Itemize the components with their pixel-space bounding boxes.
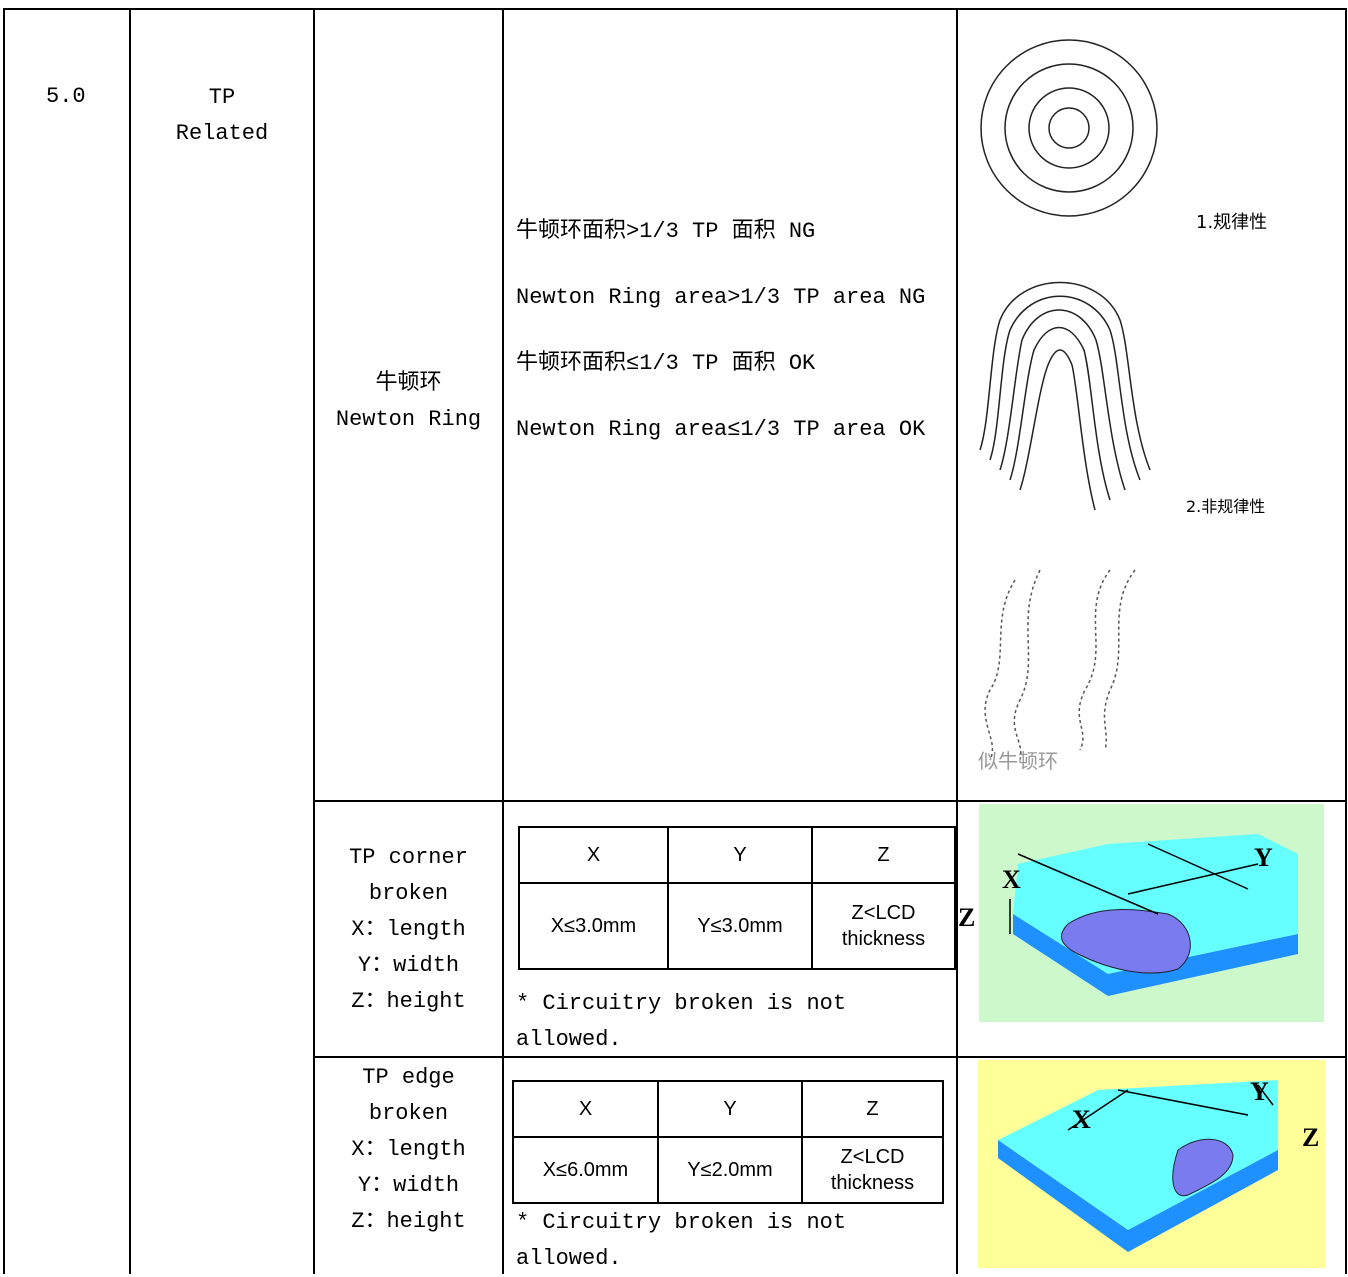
cell: Y≤3.0mm xyxy=(667,882,813,970)
cell: Y xyxy=(667,826,813,884)
rule xyxy=(502,8,504,1274)
figure-label: X xyxy=(1002,865,1021,894)
section-number: 5.0 xyxy=(46,84,86,109)
text: TP xyxy=(208,85,236,110)
rule xyxy=(3,8,1347,10)
figure-label: 2.非规律性 xyxy=(1186,497,1265,516)
text: Y：width xyxy=(357,953,460,978)
figure-label: Z xyxy=(958,903,975,932)
note: * Circuitry broken is not allowed. xyxy=(516,1210,847,1271)
rule xyxy=(1345,8,1347,1274)
rule xyxy=(956,8,958,1274)
rule xyxy=(129,8,131,1274)
rule xyxy=(313,1056,1347,1058)
figure-label: 似牛顿环 xyxy=(978,749,1058,773)
text: Z：height xyxy=(351,1209,466,1234)
text: Newton Ring xyxy=(335,407,482,432)
text: TP corner xyxy=(349,845,468,870)
figure: 1.规律性 2.非规律性 似牛顿环 xyxy=(978,39,1267,773)
text: Related xyxy=(175,121,269,146)
text: TP edge xyxy=(362,1065,455,1090)
rule xyxy=(313,800,1347,802)
rule xyxy=(313,8,315,1274)
figure-label: Y xyxy=(1250,1077,1269,1106)
text: 牛顿环面积>1/3 TP 面积 NG xyxy=(516,219,816,244)
text: broken xyxy=(368,1101,449,1126)
cell: Y xyxy=(657,1080,803,1138)
section-title: TP Related xyxy=(131,80,313,152)
cell: X≤6.0mm xyxy=(512,1136,659,1204)
criteria: 牛顿环面积>1/3 TP 面积 NG Newton Ring area>1/3 … xyxy=(516,214,936,478)
figure-label: Y xyxy=(1254,843,1273,872)
text: broken xyxy=(368,881,449,906)
item: TP corner broken X：length Y：width Z：heig… xyxy=(315,840,502,1020)
text: 牛顿环 xyxy=(375,371,442,396)
text: Newton Ring area≤1/3 TP area OK xyxy=(516,417,926,442)
cell: X≤3.0mm xyxy=(518,882,669,970)
text: Y：width xyxy=(357,1173,460,1198)
rule xyxy=(3,8,5,1274)
text: Newton Ring area>1/3 TP area NG xyxy=(516,285,926,310)
cell: Z<LCD thickness xyxy=(811,882,956,970)
item: TP edge broken X：length Y：width Z：height xyxy=(315,1060,502,1240)
figure: X Y Z xyxy=(958,804,1324,1022)
text: X：length xyxy=(351,1137,466,1162)
text: 牛顿环面积≤1/3 TP 面积 OK xyxy=(516,351,816,376)
figure-label: 1.规律性 xyxy=(1196,212,1267,233)
note: * Circuitry broken is not allowed. xyxy=(516,991,847,1052)
cell: Y≤2.0mm xyxy=(657,1136,803,1204)
cell: Z<LCD thickness xyxy=(801,1136,944,1204)
cell: Z xyxy=(811,826,956,884)
figure-label: Z xyxy=(1302,1123,1319,1152)
cell: Z xyxy=(801,1080,944,1138)
item: 牛顿环 Newton Ring xyxy=(315,366,502,438)
cell: X xyxy=(518,826,669,884)
text: X：length xyxy=(351,917,466,942)
figure: X Y Z xyxy=(978,1060,1325,1268)
text: Z：height xyxy=(351,989,466,1014)
figure-label: X xyxy=(1072,1105,1091,1134)
cell: X xyxy=(512,1080,659,1138)
